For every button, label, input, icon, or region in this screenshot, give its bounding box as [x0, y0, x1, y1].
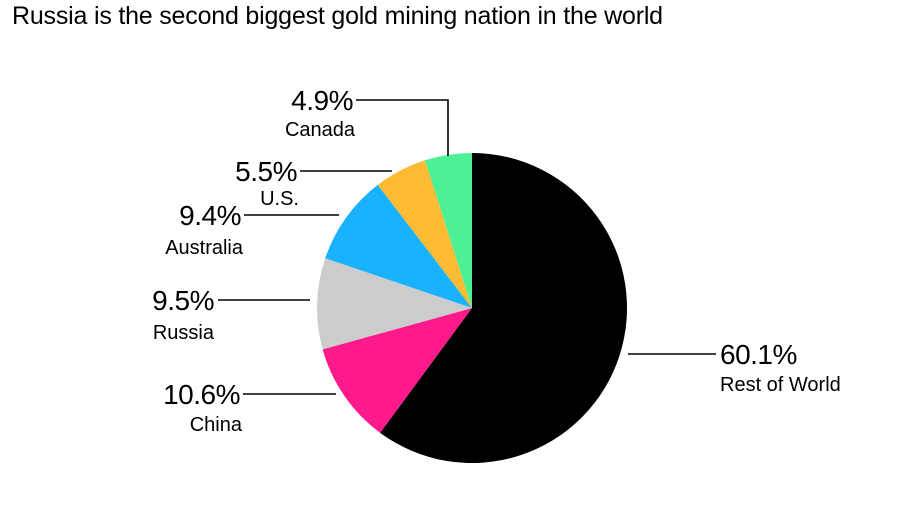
pie-slice-russia [316, 258, 472, 350]
category-label-u-s: U.S. [260, 188, 299, 210]
chart-title: Russia is the second biggest gold mining… [12, 2, 663, 30]
pie-slice-rest-of-world [380, 153, 628, 464]
pie-slice-china [322, 308, 472, 433]
pie-slice-u-s [377, 160, 472, 308]
value-label-u-s: 5.5% [235, 156, 297, 187]
category-label-russia: Russia [153, 322, 215, 344]
value-label-canada: 4.9% [291, 85, 353, 116]
pie-slice-australia [325, 184, 472, 308]
value-label-china: 10.6% [163, 379, 240, 410]
value-label-australia: 9.4% [179, 200, 241, 231]
category-label-canada: Canada [285, 119, 356, 141]
value-label-rest-of-world: 60.1% [720, 339, 797, 370]
pie-slice-canada [425, 153, 472, 308]
category-label-rest-of-world: Rest of World [720, 374, 841, 396]
leader-line-canada [356, 99, 449, 156]
category-label-china: China [190, 414, 243, 436]
category-label-australia: Australia [165, 237, 244, 259]
value-label-russia: 9.5% [152, 285, 214, 316]
